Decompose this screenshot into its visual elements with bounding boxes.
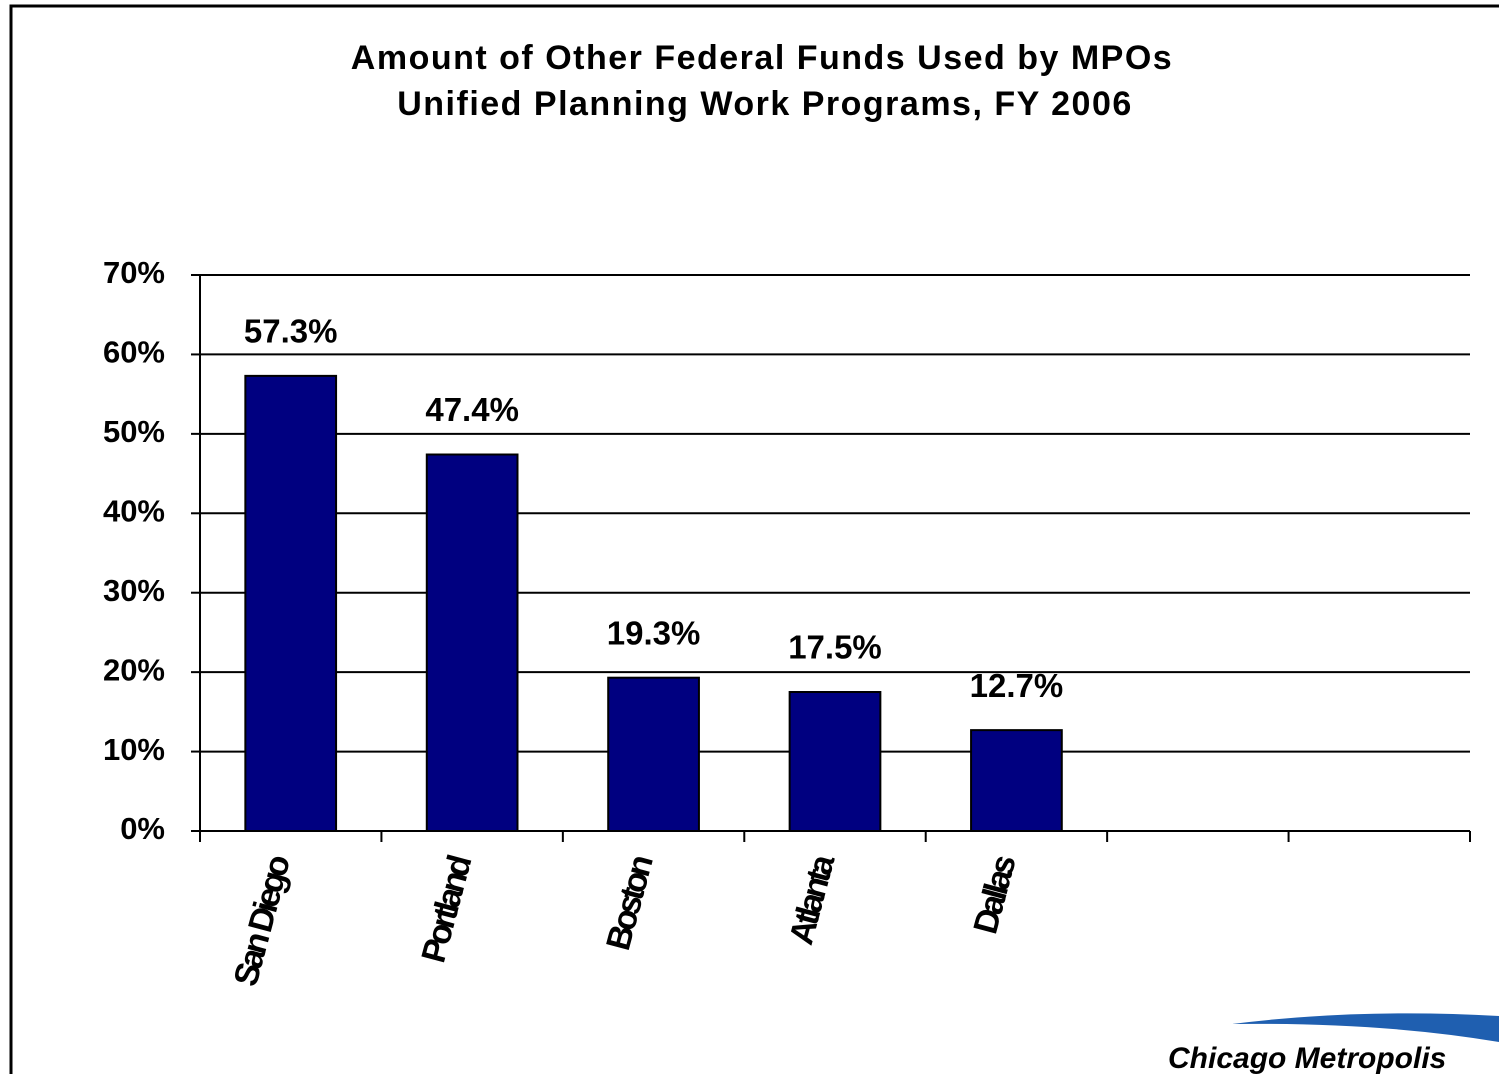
- y-tick-label: 60%: [103, 335, 165, 370]
- data-label: 47.4%: [425, 391, 519, 428]
- y-tick-label: 70%: [103, 255, 165, 290]
- y-tick-label: 10%: [103, 732, 165, 767]
- logo-text: Chicago Metropolis: [1168, 1042, 1446, 1074]
- data-label: 17.5%: [788, 629, 882, 666]
- y-tick-label: 30%: [103, 573, 165, 608]
- chart-title: Unified Planning Work Programs, FY 2006: [397, 85, 1133, 123]
- y-tick-label: 50%: [103, 414, 165, 449]
- logo-swoosh: [1232, 1013, 1499, 1042]
- bar: [607, 676, 700, 833]
- data-label: 57.3%: [244, 313, 338, 350]
- chart-title: Amount of Other Federal Funds Used by MP…: [351, 39, 1173, 77]
- bar: [425, 453, 519, 832]
- y-tick-label: 40%: [103, 493, 165, 528]
- frame: [9, 4, 1499, 1074]
- y-tick-label: 0%: [120, 811, 165, 846]
- y-tick-label: 20%: [103, 652, 165, 687]
- data-label: 12.7%: [970, 667, 1064, 704]
- data-label: 19.3%: [607, 614, 701, 651]
- bar: [788, 691, 882, 832]
- bar: [970, 729, 1063, 833]
- bar: [244, 374, 338, 832]
